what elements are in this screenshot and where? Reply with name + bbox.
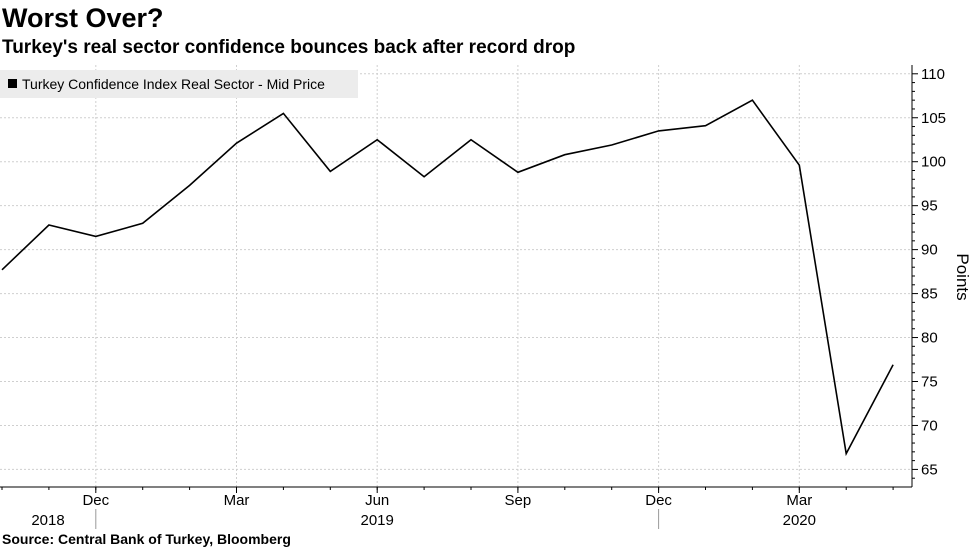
chart-subtitle: Turkey's real sector confidence bounces … [2, 37, 576, 58]
y-axis-label: Points [953, 253, 972, 300]
year-label: 2018 [31, 512, 64, 529]
y-tick-label: 105 [921, 110, 946, 127]
legend-background [0, 70, 358, 98]
x-tick-label: Mar [224, 492, 250, 509]
legend-swatch [8, 79, 17, 88]
grid-lines [0, 65, 912, 487]
year-label: 2020 [783, 512, 816, 529]
x-tick-label: Jun [365, 492, 389, 509]
y-tick-label: 65 [921, 461, 938, 478]
series-layer [1, 99, 894, 457]
x-tick-label: Dec [82, 492, 109, 509]
chart-title: Worst Over? [2, 3, 164, 33]
x-tick-label: Dec [645, 492, 672, 509]
legend: Turkey Confidence Index Real Sector - Mi… [0, 70, 358, 98]
source-note: Source: Central Bank of Turkey, Bloomber… [2, 531, 291, 547]
legend-label: Turkey Confidence Index Real Sector - Mi… [22, 76, 325, 92]
y-tick-label: 95 [921, 198, 938, 215]
x-tick-label: Mar [786, 492, 812, 509]
y-tick-label: 80 [921, 330, 938, 347]
axes: 65 70 75 80 85 90 95 100 105 110 Dec Mar Jun Sep Dec Ma… [0, 65, 946, 529]
y-tick-label: 70 [921, 417, 938, 434]
y-tick-label: 100 [921, 154, 946, 171]
y-tick-label: 90 [921, 242, 938, 259]
y-tick-label: 85 [921, 286, 938, 303]
x-tick-label: Sep [505, 492, 532, 509]
y-tick-label: 110 [921, 66, 945, 83]
series-line [1, 99, 894, 457]
y-tick-label: 75 [921, 374, 938, 391]
year-label: 2019 [361, 512, 394, 529]
